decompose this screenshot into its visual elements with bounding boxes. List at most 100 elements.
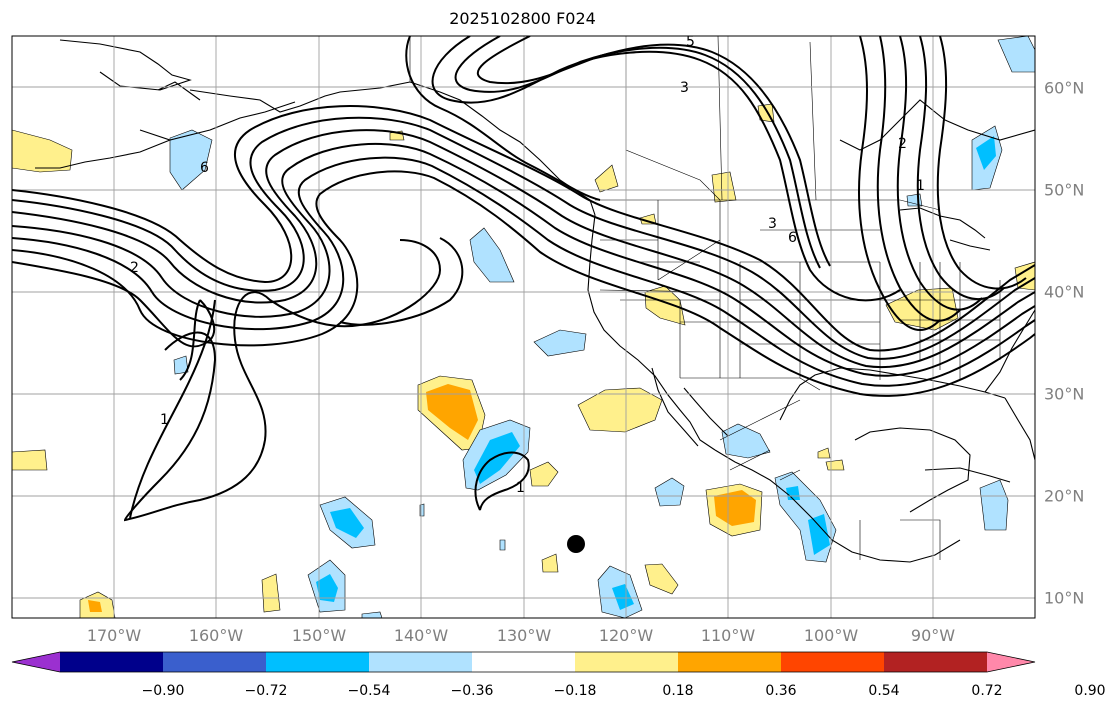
positive-area [426, 384, 478, 440]
colorbar-tick-label: 0.90 [1074, 683, 1105, 699]
negative-area [361, 611, 383, 618]
positive-area [88, 600, 102, 612]
negative-area [533, 329, 587, 357]
lon-label: 90°W [910, 626, 956, 645]
negative-area [316, 574, 338, 602]
lon-label: 130°W [496, 626, 552, 645]
colorbar-tick-label: 0.18 [662, 683, 694, 699]
lon-label: 120°W [598, 626, 654, 645]
contour-line [896, 36, 983, 311]
colorbar-tick-label: −0.54 [347, 683, 391, 699]
lat-label: 60°N [1044, 78, 1085, 98]
contour-label: 2 [130, 260, 139, 276]
negative-area [979, 479, 1009, 531]
colorbar-extend-max [987, 652, 1035, 672]
lon-label: 110°W [700, 626, 756, 645]
colorbar-swatch [781, 652, 885, 672]
lon-label: 170°W [86, 626, 142, 645]
lat-label: 50°N [1044, 180, 1085, 200]
negative-area [469, 227, 515, 283]
us-canada-border [595, 199, 941, 211]
contour-label: 6 [200, 160, 209, 176]
alaska-coast [35, 39, 411, 169]
positive-area [541, 553, 559, 573]
contour-label: 1 [160, 412, 169, 428]
positive-area [817, 447, 831, 459]
colorbar-tick-label: −0.90 [141, 683, 185, 699]
lat-label: 40°N [1044, 282, 1085, 302]
colorbar-tick-label: −0.72 [244, 683, 288, 699]
lat-label: 10°N [1044, 588, 1085, 608]
negative-area [786, 486, 800, 500]
contour-line [916, 36, 1005, 301]
bc-coast [409, 81, 596, 216]
map-title: 2025102800 F024 [449, 9, 596, 28]
coastlines [35, 39, 1035, 563]
colorbar-swatch [60, 652, 164, 672]
us-west-coast [587, 214, 716, 451]
positive-area [12, 129, 73, 173]
east-coast [984, 309, 1035, 461]
contour-line [476, 36, 831, 267]
mexico-coast [714, 449, 961, 563]
lon-label: 160°W [188, 626, 244, 645]
gulf-coast [779, 367, 1006, 513]
positive-area [594, 164, 619, 193]
negative-area [499, 539, 506, 551]
positive-area [714, 490, 756, 526]
negative-area [474, 432, 520, 484]
contour-label: 1 [916, 178, 925, 194]
negative-area [169, 129, 213, 191]
great-lakes [899, 207, 991, 251]
positive-area [825, 459, 845, 471]
map-frame [11, 35, 1036, 619]
contour-line [12, 170, 1035, 397]
colorbar-swatch [472, 652, 576, 672]
lon-label: 150°W [291, 626, 347, 645]
us-states [599, 200, 1001, 391]
contour-line [936, 36, 1027, 290]
contour-line [129, 299, 216, 519]
colorbar-tick-label: 0.72 [971, 683, 1003, 699]
contour-label: 5 [686, 34, 695, 50]
mexico-states [719, 399, 941, 560]
contour-line [431, 36, 901, 302]
colorbar-swatch [884, 652, 988, 672]
colorbar-tick-label: 0.54 [868, 683, 900, 699]
contour-label: 3 [768, 216, 777, 232]
contour-label: 6 [788, 230, 797, 246]
negative-area [173, 355, 189, 375]
colorbar-tick-label: 0.36 [765, 683, 797, 699]
lon-label: 140°W [393, 626, 449, 645]
colorbar-outline [11, 651, 1036, 673]
lat-label: 20°N [1044, 486, 1085, 506]
colorbar-swatch [369, 652, 473, 672]
negative-area [976, 136, 996, 170]
contour-line [858, 36, 941, 331]
baja-coast [651, 367, 729, 447]
location-marker [567, 535, 585, 553]
negative-area [612, 584, 634, 610]
positive-area [12, 449, 48, 471]
contour-line [454, 36, 821, 269]
negative-area [721, 423, 771, 459]
positive-area [261, 573, 281, 613]
colorbar-swatch [266, 652, 370, 672]
colorbar [11, 651, 1036, 673]
negative-area [997, 36, 1035, 73]
positive-area [529, 461, 559, 487]
cuba [924, 467, 1011, 483]
contour-line [405, 36, 601, 201]
negative-area [654, 477, 685, 507]
colorbar-tick-label: −0.36 [450, 683, 494, 699]
contour-label: 3 [680, 80, 689, 96]
contour-line [12, 261, 216, 381]
positive-area [577, 387, 663, 433]
lat-label: 30°N [1044, 384, 1085, 404]
height-contours [12, 36, 1035, 522]
colorbar-extend-min [12, 652, 60, 672]
contour-line [876, 36, 961, 322]
contour-line [12, 105, 1035, 352]
colorbar-tick-label: −0.18 [553, 683, 597, 699]
